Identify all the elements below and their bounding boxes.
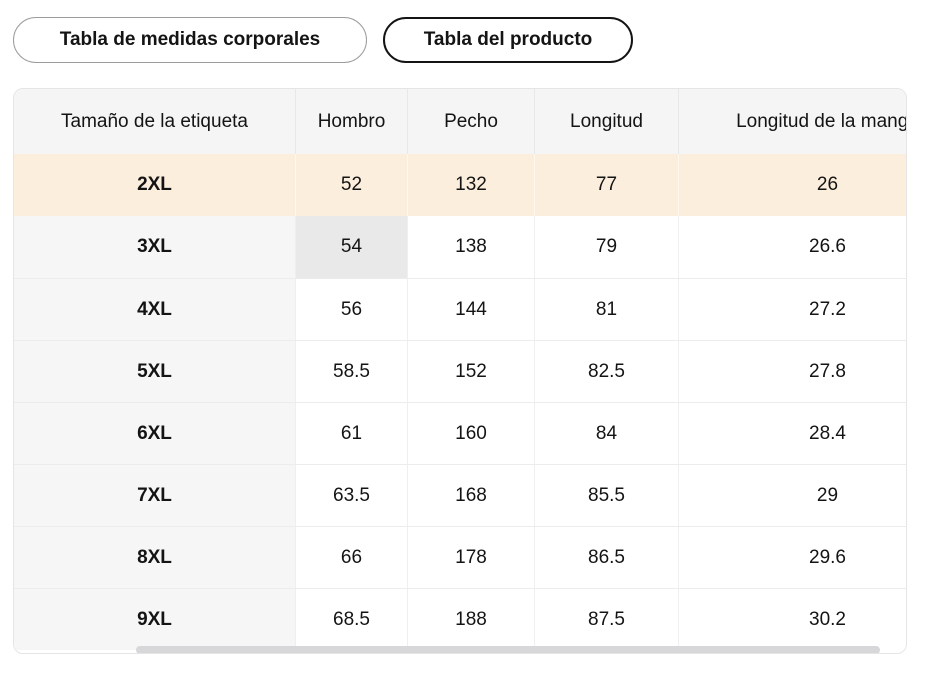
shoulder-cell[interactable]: 52 — [296, 154, 408, 216]
table-header-row: Tamaño de la etiqueta Hombro Pecho Longi… — [14, 89, 907, 154]
sleeve-cell[interactable]: 26 — [816, 174, 839, 195]
tab-product-measurements[interactable]: Tabla del producto — [383, 17, 633, 63]
size-cell[interactable]: 6XL — [14, 402, 296, 464]
table-row-7xl[interactable]: 7XL 63.5 168 85.5 29 — [14, 464, 906, 526]
size-chart-tabs: Tabla de medidas corporales Tabla del pr… — [13, 17, 633, 63]
header-size: Tamaño de la etiqueta — [14, 89, 296, 154]
length-cell[interactable]: 85.5 — [535, 464, 679, 526]
shoulder-cell[interactable]: 56 — [296, 278, 408, 340]
length-cell[interactable]: 81 — [535, 278, 679, 340]
chest-cell[interactable]: 144 — [408, 278, 535, 340]
table-row-4xl[interactable]: 4XL 56 144 81 27.2 — [14, 278, 906, 340]
chest-cell[interactable]: 160 — [408, 402, 535, 464]
chest-cell[interactable]: 188 — [408, 588, 535, 650]
table-row-3xl[interactable]: 3XL 54 138 79 26.6 — [14, 216, 906, 278]
tab-product-measurements-label: Tabla del producto — [423, 29, 593, 50]
length-cell[interactable]: 77 — [535, 154, 679, 216]
header-sleeve: Longitud de la manga — [736, 110, 907, 132]
table-row-5xl[interactable]: 5XL 58.5 152 82.5 27.8 — [14, 340, 906, 402]
chest-cell[interactable]: 138 — [408, 216, 535, 278]
shoulder-cell-selected[interactable]: 54 — [296, 216, 408, 278]
sleeve-cell[interactable]: 28.4 — [679, 402, 906, 464]
chest-cell[interactable]: 168 — [408, 464, 535, 526]
shoulder-cell[interactable]: 63.5 — [296, 464, 408, 526]
shoulder-cell[interactable]: 61 — [296, 402, 408, 464]
sleeve-cell[interactable]: 27.2 — [679, 278, 906, 340]
tab-body-measurements-label: Tabla de medidas corporales — [59, 29, 321, 50]
chest-cell[interactable]: 178 — [408, 526, 535, 588]
shoulder-cell[interactable]: 66 — [296, 526, 408, 588]
size-cell[interactable]: 4XL — [14, 278, 296, 340]
shoulder-cell[interactable]: 58.5 — [296, 340, 408, 402]
table-row-9xl[interactable]: 9XL 68.5 188 87.5 30.2 — [14, 588, 906, 650]
length-cell[interactable]: 86.5 — [535, 526, 679, 588]
table-row-2xl[interactable]: 2XL 52 132 77 26 — [14, 154, 906, 216]
sleeve-cell[interactable]: 30.2 — [679, 588, 906, 650]
length-cell[interactable]: 87.5 — [535, 588, 679, 650]
chest-cell[interactable]: 132 — [408, 154, 535, 216]
sleeve-cell[interactable]: 29 — [679, 464, 906, 526]
header-shoulder: Hombro — [296, 89, 408, 154]
chest-cell[interactable]: 152 — [408, 340, 535, 402]
length-cell[interactable]: 79 — [535, 216, 679, 278]
size-cell[interactable]: 9XL — [14, 588, 296, 650]
sleeve-cell[interactable]: 26.6 — [809, 236, 846, 257]
length-cell[interactable]: 82.5 — [535, 340, 679, 402]
table-row-6xl[interactable]: 6XL 61 160 84 28.4 — [14, 402, 906, 464]
size-cell[interactable]: 3XL — [14, 216, 296, 278]
size-cell[interactable]: 5XL — [14, 340, 296, 402]
size-cell[interactable]: 8XL — [14, 526, 296, 588]
size-table: Tamaño de la etiqueta Hombro Pecho Longi… — [13, 88, 907, 654]
shoulder-cell[interactable]: 68.5 — [296, 588, 408, 650]
tab-body-measurements[interactable]: Tabla de medidas corporales — [13, 17, 367, 63]
sleeve-cell[interactable]: 29.6 — [679, 526, 906, 588]
length-cell[interactable]: 84 — [535, 402, 679, 464]
header-chest: Pecho — [408, 89, 535, 154]
size-cell[interactable]: 2XL — [14, 154, 296, 216]
size-cell[interactable]: 7XL — [14, 464, 296, 526]
sleeve-cell[interactable]: 27.8 — [679, 340, 906, 402]
header-length: Longitud — [535, 89, 679, 154]
table-row-8xl[interactable]: 8XL 66 178 86.5 29.6 — [14, 526, 906, 588]
horizontal-scrollbar-thumb[interactable] — [136, 646, 880, 653]
